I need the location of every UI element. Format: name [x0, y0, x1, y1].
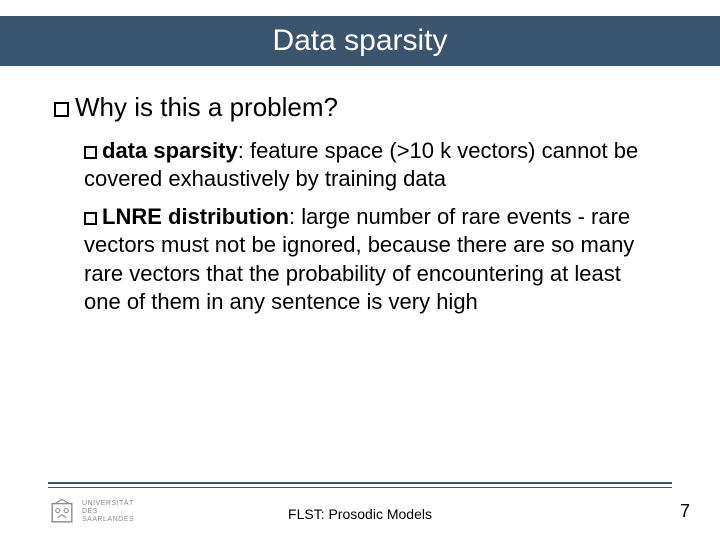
main-question: Why is this a problem? — [54, 92, 674, 123]
square-bullet-icon — [54, 102, 69, 117]
sub-item-bold: LNRE distribution — [102, 204, 289, 229]
slide-title: Data sparsity — [272, 24, 447, 58]
sub-item: LNRE distribution: large number of rare … — [84, 203, 654, 316]
footer-divider — [48, 482, 672, 484]
footer-text: FLST: Prosodic Models — [0, 506, 720, 522]
footer-divider-thin — [48, 487, 672, 488]
sub-item-bold: data sparsity — [102, 138, 238, 163]
square-bullet-icon — [84, 146, 97, 159]
sub-item-list: data sparsity: feature space (>10 k vect… — [84, 137, 654, 316]
sub-item: data sparsity: feature space (>10 k vect… — [84, 137, 654, 193]
title-bar: Data sparsity — [0, 16, 720, 66]
square-bullet-icon — [84, 212, 97, 225]
content-area: Why is this a problem? data sparsity: fe… — [54, 92, 674, 326]
slide: Data sparsity Why is this a problem? dat… — [0, 0, 720, 540]
page-number: 7 — [680, 501, 690, 522]
main-question-text: Why is this a problem? — [75, 92, 338, 122]
